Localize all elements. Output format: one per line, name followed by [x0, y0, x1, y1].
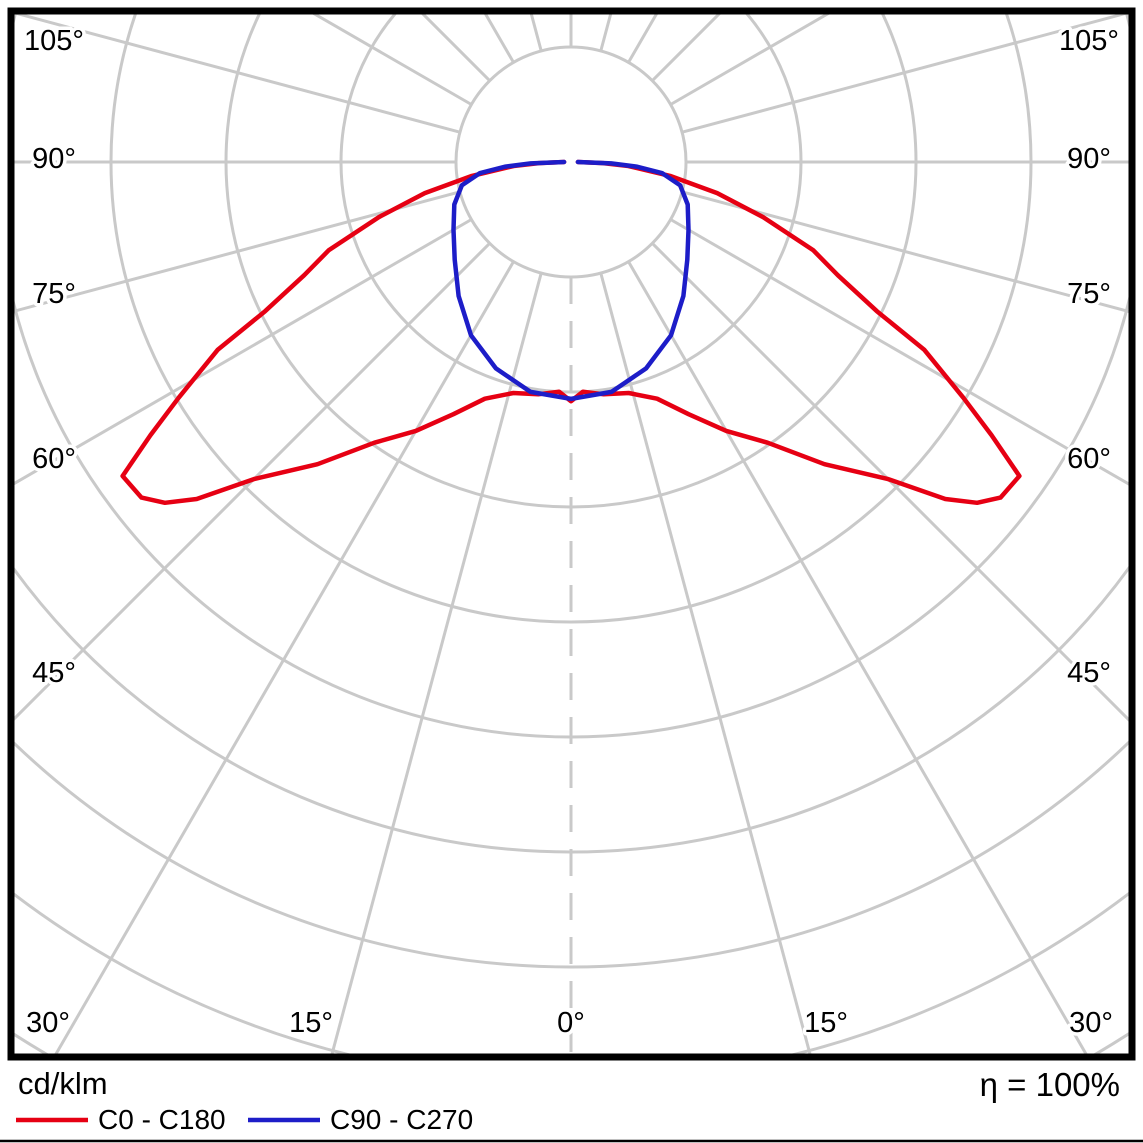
angle-label-right: 75° [1067, 278, 1111, 310]
angle-label-left: 60° [32, 443, 76, 475]
legend-label-c0-c180: C0 - C180 [98, 1104, 226, 1135]
radial-grid-line [14, 242, 491, 722]
angle-label-bottom: 0° [557, 1007, 585, 1039]
grid-ring [14, 739, 1129, 969]
radial-grid-line [599, 272, 812, 1054]
legend-label-c90-c270: C90 - C270 [330, 1104, 473, 1135]
radial-grid-line [669, 218, 1129, 486]
radial-grid-line [651, 242, 1129, 723]
angle-label-right: 105° [1059, 25, 1119, 57]
angle-label-left: 75° [32, 278, 76, 310]
angle-label-bottom: 15° [804, 1007, 848, 1039]
angle-label-right: 45° [1067, 657, 1111, 689]
radial-grid-line [14, 218, 473, 486]
angle-label-bottom: 15° [289, 1007, 333, 1039]
units-label: cd/klm [18, 1066, 108, 1101]
angle-label-right: 90° [1067, 143, 1111, 175]
radial-grid-line [330, 272, 543, 1054]
angle-label-left: 105° [24, 25, 84, 57]
radial-grid-line [14, 190, 461, 313]
radial-grid-line [681, 190, 1129, 314]
intensity-curves [120, 159, 1022, 506]
radial-grid-line [627, 260, 1088, 1054]
angle-label-bottom: 30° [26, 1007, 70, 1039]
angle-label-left: 90° [32, 143, 76, 175]
radial-grid-line [54, 260, 515, 1054]
curve-C0-C180 [120, 159, 1022, 506]
plot-frame [7, 7, 1136, 1061]
angle-label-left: 45° [32, 657, 76, 689]
efficiency-label: η = 100% [980, 1066, 1120, 1103]
angle-label-right: 60° [1067, 443, 1111, 475]
angle-labels: 105° 105° 90° 90° 75° 75° 60° 60° 45° 45° 30° 15° 0°… [21, 22, 1123, 1043]
curve-C90-C270 [451, 159, 691, 402]
radial-grid-line [14, 14, 461, 134]
angle-label-bottom: 30° [1069, 1007, 1113, 1039]
radial-grid-line [681, 14, 1129, 134]
